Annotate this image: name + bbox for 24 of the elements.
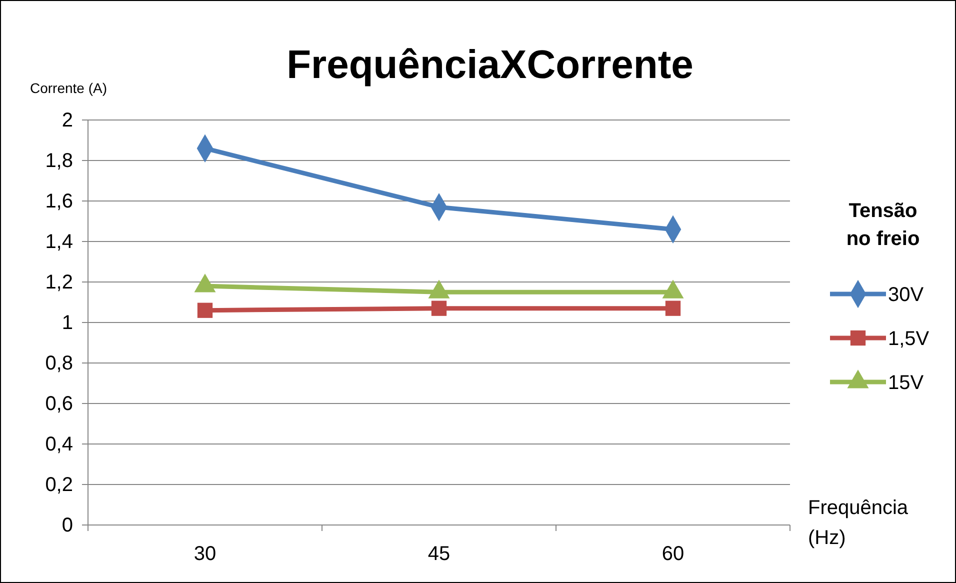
x-tick-label: 45 <box>428 543 450 565</box>
y-tick-label: 1,6 <box>45 190 73 212</box>
legend-label: 15V <box>888 372 924 394</box>
point <box>431 300 447 316</box>
x-tick-label: 60 <box>662 543 684 565</box>
legend-label: 1,5V <box>888 328 930 350</box>
y-tick-label: 2 <box>62 109 73 132</box>
point <box>197 302 213 318</box>
point <box>665 300 681 316</box>
x-tick-label: 30 <box>194 543 216 565</box>
y-tick-label: 1,4 <box>45 230 73 253</box>
y-axis-title: Corrente (A) <box>30 80 108 96</box>
y-tick-label: 0,6 <box>45 392 73 415</box>
y-tick-label: 0,4 <box>45 433 73 456</box>
legend-label: 30V <box>888 284 924 306</box>
y-tick-label: 0,8 <box>45 352 73 374</box>
chart-title: FrequênciaXCorrente <box>286 43 694 87</box>
y-tick-label: 1,2 <box>45 271 73 294</box>
y-tick-label: 1 <box>62 312 73 334</box>
y-tick-label: 0,2 <box>45 474 73 496</box>
y-tick-label: 1,8 <box>45 150 73 172</box>
legend-title: Tensão no freio <box>846 200 920 250</box>
x-axis-title: Frequência (Hz) <box>808 497 909 549</box>
y-tick-label: 0 <box>62 514 73 536</box>
